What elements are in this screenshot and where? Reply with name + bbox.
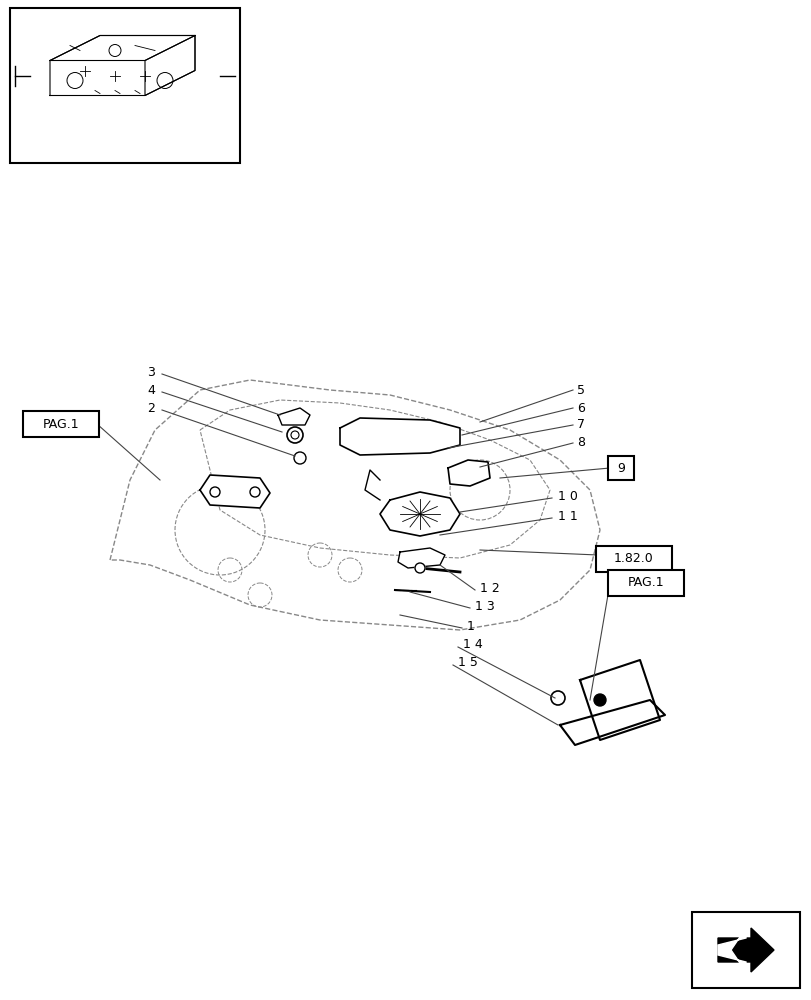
Bar bbox=[10, 8, 240, 163]
FancyBboxPatch shape bbox=[23, 411, 99, 437]
Polygon shape bbox=[277, 408, 310, 425]
Bar bbox=[691, 912, 799, 988]
Polygon shape bbox=[560, 700, 664, 745]
Text: 1 4: 1 4 bbox=[462, 639, 483, 652]
Polygon shape bbox=[200, 475, 270, 508]
Text: 3: 3 bbox=[147, 365, 155, 378]
Text: PAG.1: PAG.1 bbox=[627, 576, 663, 589]
Polygon shape bbox=[340, 418, 460, 455]
Circle shape bbox=[594, 694, 605, 706]
Text: 1 0: 1 0 bbox=[557, 490, 577, 504]
Circle shape bbox=[294, 452, 306, 464]
Polygon shape bbox=[365, 470, 380, 500]
Text: 7: 7 bbox=[577, 418, 584, 432]
Text: 8: 8 bbox=[577, 436, 584, 450]
Circle shape bbox=[551, 691, 564, 705]
Text: 1: 1 bbox=[466, 620, 474, 634]
Circle shape bbox=[414, 563, 424, 573]
Text: 6: 6 bbox=[577, 401, 584, 414]
Polygon shape bbox=[717, 928, 745, 972]
Text: PAG.1: PAG.1 bbox=[43, 418, 79, 430]
FancyBboxPatch shape bbox=[607, 570, 683, 596]
Text: 2: 2 bbox=[147, 401, 155, 414]
Text: 1 2: 1 2 bbox=[479, 582, 499, 594]
Circle shape bbox=[286, 427, 303, 443]
Text: 4: 4 bbox=[147, 383, 155, 396]
Text: 1 1: 1 1 bbox=[557, 510, 577, 524]
Text: 1 5: 1 5 bbox=[457, 656, 478, 670]
Text: 1.82.0: 1.82.0 bbox=[613, 552, 653, 566]
Polygon shape bbox=[448, 460, 489, 486]
Polygon shape bbox=[380, 492, 460, 536]
FancyBboxPatch shape bbox=[607, 456, 633, 480]
Polygon shape bbox=[397, 548, 444, 568]
Text: 5: 5 bbox=[577, 383, 584, 396]
Polygon shape bbox=[579, 660, 659, 740]
Text: 9: 9 bbox=[616, 462, 624, 475]
Text: 1 3: 1 3 bbox=[474, 600, 494, 613]
FancyBboxPatch shape bbox=[595, 546, 672, 572]
Polygon shape bbox=[717, 928, 773, 972]
